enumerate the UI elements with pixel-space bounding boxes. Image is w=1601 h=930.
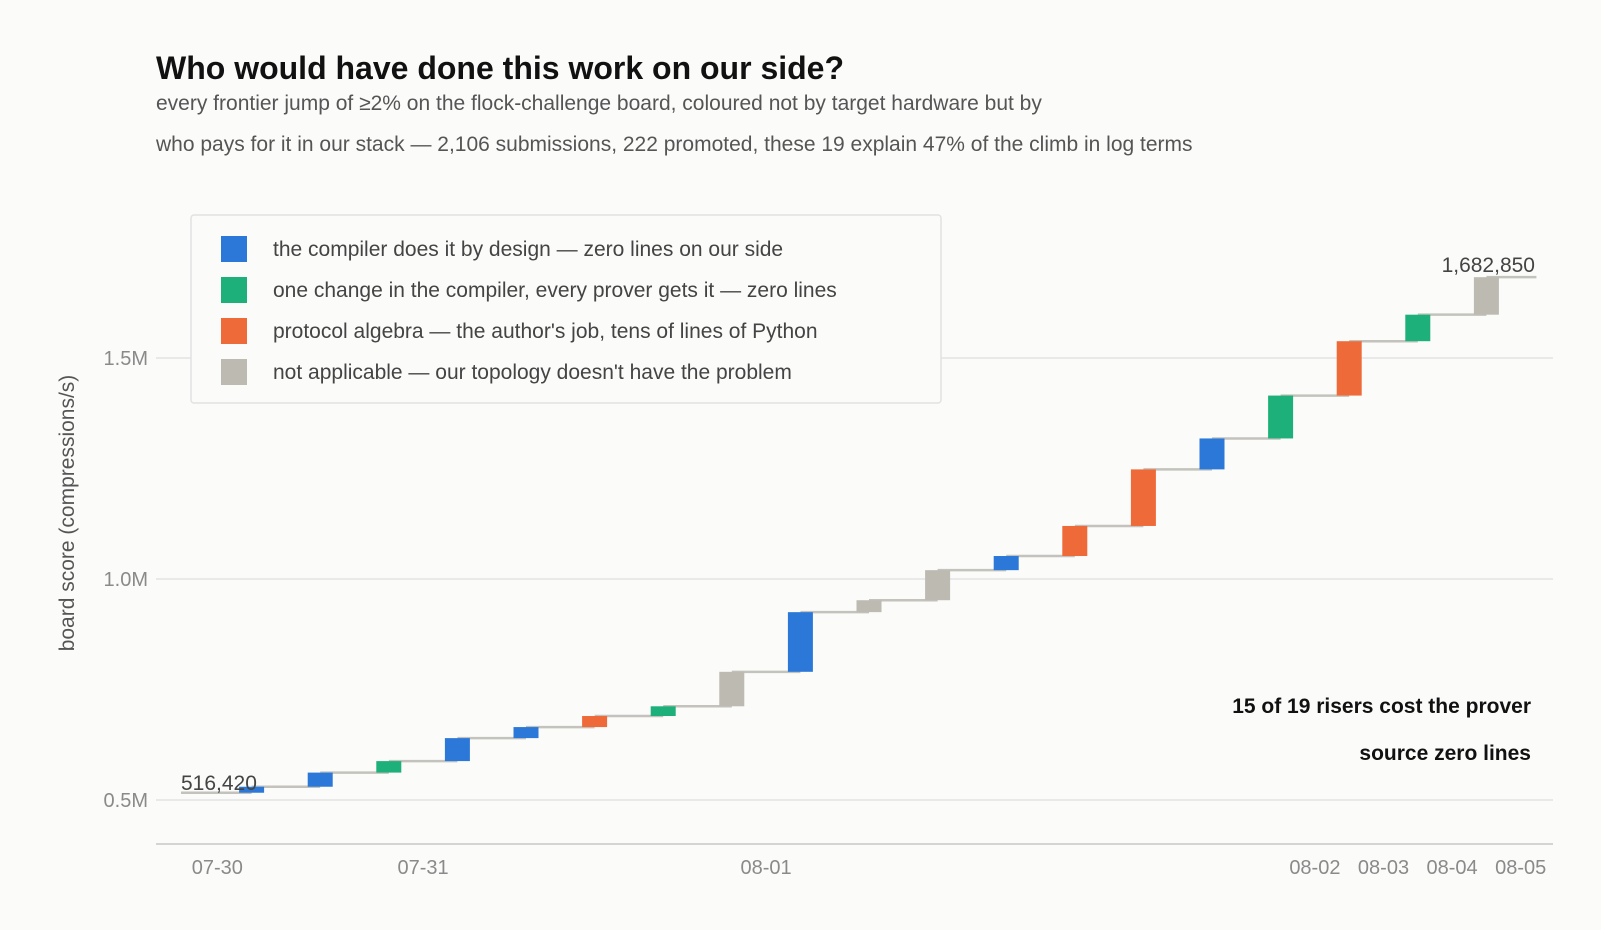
legend-label-onechange: one change in the compiler, every prover…: [273, 279, 837, 302]
riser-bar: [239, 786, 265, 793]
riser-bar: [1062, 525, 1088, 557]
x-tick-label: 07-31: [398, 857, 449, 879]
chart-title: Who would have done this work on our sid…: [156, 50, 845, 86]
riser-bar: [1199, 438, 1225, 470]
riser-bars: [239, 277, 1499, 793]
riser-bar: [1336, 341, 1362, 396]
riser-bar: [650, 706, 676, 717]
legend-swatch-compiler: [221, 236, 247, 262]
legend-label-na: not applicable — our topology doesn't ha…: [273, 361, 792, 384]
x-tick-label: 08-01: [741, 857, 792, 879]
legend-label-protocol: protocol algebra — the author's job, ten…: [273, 320, 818, 343]
y-tick-label: 1.0M: [104, 569, 148, 591]
legend-swatch-protocol: [221, 318, 247, 344]
riser-bar: [856, 600, 882, 613]
gridlines: [156, 357, 1553, 801]
x-tick-label: 08-04: [1427, 857, 1478, 879]
annotation-line-2: source zero lines: [1359, 742, 1531, 765]
x-tick-label: 08-05: [1495, 857, 1546, 879]
riser-bar: [513, 727, 539, 739]
x-tick-label: 07-30: [192, 857, 243, 879]
legend-swatch-na: [221, 359, 247, 385]
chart-subtitle-line-1: every frontier jump of ≥2% on the flock-…: [156, 92, 1042, 115]
x-tick-label: 08-02: [1289, 857, 1340, 879]
riser-bar: [719, 671, 745, 707]
legend-label-compiler: the compiler does it by design — zero li…: [273, 238, 783, 261]
riser-bar: [307, 772, 333, 787]
x-tick-label: 08-03: [1358, 857, 1409, 879]
end-value-label: 1,682,850: [1442, 254, 1535, 277]
y-axis-label: board score (compressions/s): [56, 375, 79, 652]
x-axis-ticks: 07-30 07-31 08-01 08-02 08-03 08-04 08-05: [192, 857, 1547, 879]
riser-bar: [444, 738, 470, 762]
riser-bar: [582, 716, 608, 728]
riser-bar: [787, 612, 813, 672]
start-value-label: 516,420: [181, 772, 257, 795]
y-tick-label: 1.5M: [104, 348, 148, 370]
annotation-line-1: 15 of 19 risers cost the prover: [1232, 695, 1531, 718]
legend-box: [190, 214, 942, 404]
legend-swatch-onechange: [221, 277, 247, 303]
y-axis-ticks: 0.5M 1.0M 1.5M: [104, 348, 148, 812]
riser-bar: [1405, 314, 1431, 342]
legend: the compiler does it by design — zero li…: [190, 214, 942, 404]
chart-subtitle-line-2: who pays for it in our stack — 2,106 sub…: [156, 133, 1193, 156]
riser-bar: [1130, 469, 1156, 526]
y-tick-label: 0.5M: [104, 790, 148, 812]
riser-bar: [925, 570, 951, 601]
riser-bar: [1473, 277, 1499, 315]
riser-bar: [993, 556, 1019, 571]
riser-bar: [376, 761, 402, 773]
riser-bar: [1268, 395, 1294, 439]
